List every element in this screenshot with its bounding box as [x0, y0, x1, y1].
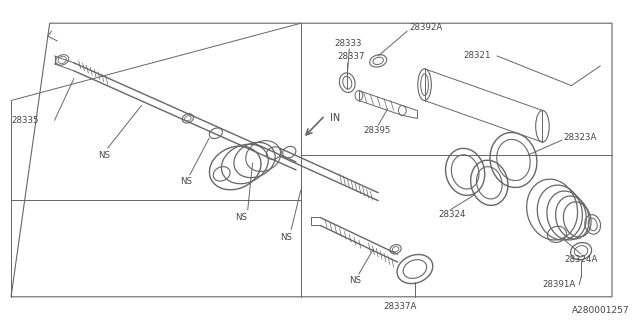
Text: NS: NS — [236, 213, 247, 222]
Text: 28324A: 28324A — [564, 255, 598, 264]
Text: 28337: 28337 — [338, 52, 365, 61]
Text: 28395: 28395 — [364, 126, 391, 135]
Text: NS: NS — [280, 233, 292, 242]
Text: A280001257: A280001257 — [572, 306, 629, 315]
Text: NS: NS — [349, 276, 361, 285]
Text: NS: NS — [180, 177, 192, 186]
Text: 28391A: 28391A — [543, 280, 576, 289]
Text: IN: IN — [330, 113, 340, 124]
Text: 28335: 28335 — [11, 116, 38, 125]
Text: 28392A: 28392A — [409, 23, 442, 32]
Text: 28321: 28321 — [463, 52, 491, 60]
Text: 28324: 28324 — [438, 210, 465, 219]
Text: 28337A: 28337A — [383, 302, 417, 311]
Text: 28333: 28333 — [335, 38, 362, 48]
Text: NS: NS — [98, 150, 110, 160]
Text: 28323A: 28323A — [564, 133, 597, 142]
